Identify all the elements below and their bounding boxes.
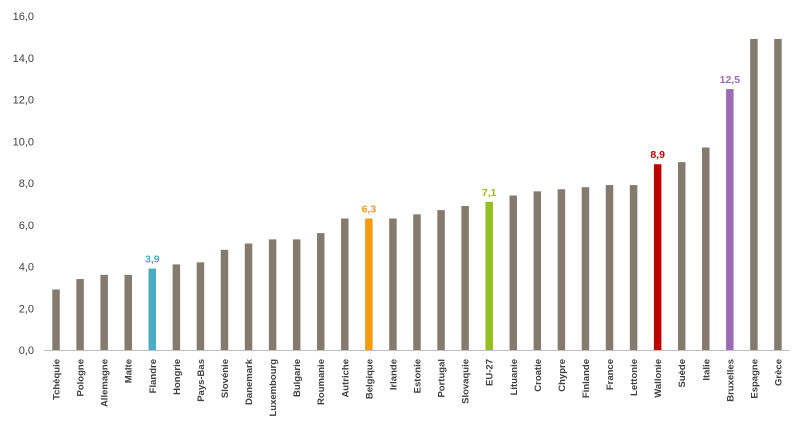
- bar-slov-nie: [220, 249, 229, 350]
- bar-chypre: [557, 189, 566, 350]
- bar-wallonie: [653, 164, 662, 350]
- bar-belgique: [365, 218, 373, 350]
- bar-autriche: [341, 218, 349, 350]
- bar-estonie: [413, 214, 421, 350]
- x-tick-label: Pologne: [76, 359, 87, 396]
- bar-flandre: [148, 268, 157, 350]
- x-tick-label: EU-27: [485, 359, 496, 386]
- x-tick-label: Autriche: [340, 359, 351, 398]
- bar-danemark: [244, 243, 253, 350]
- x-tick-label: Portugal: [437, 359, 448, 398]
- x-tick-label: Lettonie: [629, 359, 640, 396]
- x-tick-label: Roumanie: [316, 359, 327, 405]
- y-tick-label: 8,0: [19, 178, 34, 190]
- y-tick-label: 16,0: [13, 11, 34, 23]
- bar-lettonie: [629, 185, 638, 350]
- x-tick-label: Irlande: [388, 359, 399, 390]
- x-tick-label: Italie: [701, 359, 712, 381]
- x-tick-label: Bruxelles: [725, 359, 736, 402]
- y-tick-label: 0,0: [19, 345, 34, 357]
- bar-slovaquie: [461, 205, 469, 350]
- data-label: 6,3: [362, 203, 377, 215]
- x-tick-label: Suède: [677, 359, 688, 388]
- y-tick-label: 6,0: [19, 220, 34, 232]
- x-tick-label: Slovénie: [220, 359, 231, 398]
- x-tick-label: Belgique: [364, 359, 375, 399]
- bar-finlande: [581, 187, 590, 350]
- x-tick-label: Grèce: [773, 359, 784, 386]
- y-tick-label: 12,0: [13, 95, 34, 107]
- x-tick-label: Espagne: [749, 359, 760, 399]
- bar-lituanie: [509, 195, 518, 350]
- bar-eu-27: [485, 201, 493, 350]
- data-label: 7,1: [482, 187, 497, 199]
- data-label: 3,9: [145, 254, 160, 266]
- x-tick-label: Hongrie: [172, 359, 183, 395]
- x-tick-label: Danemark: [244, 358, 255, 405]
- bar-irlande: [389, 218, 397, 350]
- y-tick-label: 4,0: [19, 262, 34, 274]
- y-tick-label: 2,0: [19, 303, 34, 315]
- bar-tch-quie: [52, 289, 60, 350]
- x-tick-label: Luxembourg: [268, 359, 279, 417]
- bar-allemagne: [100, 274, 108, 350]
- x-tick-label: Pays-Bas: [196, 359, 207, 402]
- bar-luxembourg: [268, 239, 277, 350]
- bar-gr-ce: [774, 38, 782, 351]
- x-tick-label: Wallonie: [653, 359, 664, 398]
- x-tick-label: Malte: [124, 359, 135, 383]
- bar-espagne: [750, 38, 758, 351]
- data-label: 8,9: [650, 149, 665, 161]
- x-tick-label: Lituanie: [509, 359, 520, 395]
- data-label: 12,5: [720, 74, 741, 86]
- y-tick-label: 10,0: [13, 136, 34, 148]
- x-tick-label: Croatie: [533, 359, 544, 392]
- bar-roumanie: [316, 233, 325, 350]
- bar-hongrie: [172, 264, 181, 350]
- x-tick-label: Finlande: [581, 359, 592, 398]
- bar-portugal: [437, 210, 445, 350]
- bar-bruxelles: [726, 89, 734, 350]
- bar-bulgarie: [292, 239, 301, 350]
- x-tick-label: Estonie: [413, 359, 424, 393]
- bar-france: [605, 185, 614, 350]
- x-tick-label: Flandre: [148, 359, 159, 393]
- x-tick-label: Allemagne: [100, 359, 111, 407]
- bar-su-de: [677, 162, 686, 350]
- bar-croatie: [533, 191, 542, 350]
- bar-malte: [124, 274, 132, 350]
- bar-pologne: [76, 279, 84, 350]
- x-tick-label: Slovaquie: [461, 359, 472, 404]
- y-tick-label: 14,0: [13, 53, 34, 65]
- bar-italie: [702, 147, 710, 350]
- x-tick-label: France: [605, 359, 616, 390]
- x-tick-label: Bulgarie: [292, 359, 303, 397]
- x-tick-label: Chypre: [557, 359, 568, 392]
- bar-pays-bas: [196, 262, 205, 350]
- x-tick-label: Tchèquie: [52, 359, 63, 400]
